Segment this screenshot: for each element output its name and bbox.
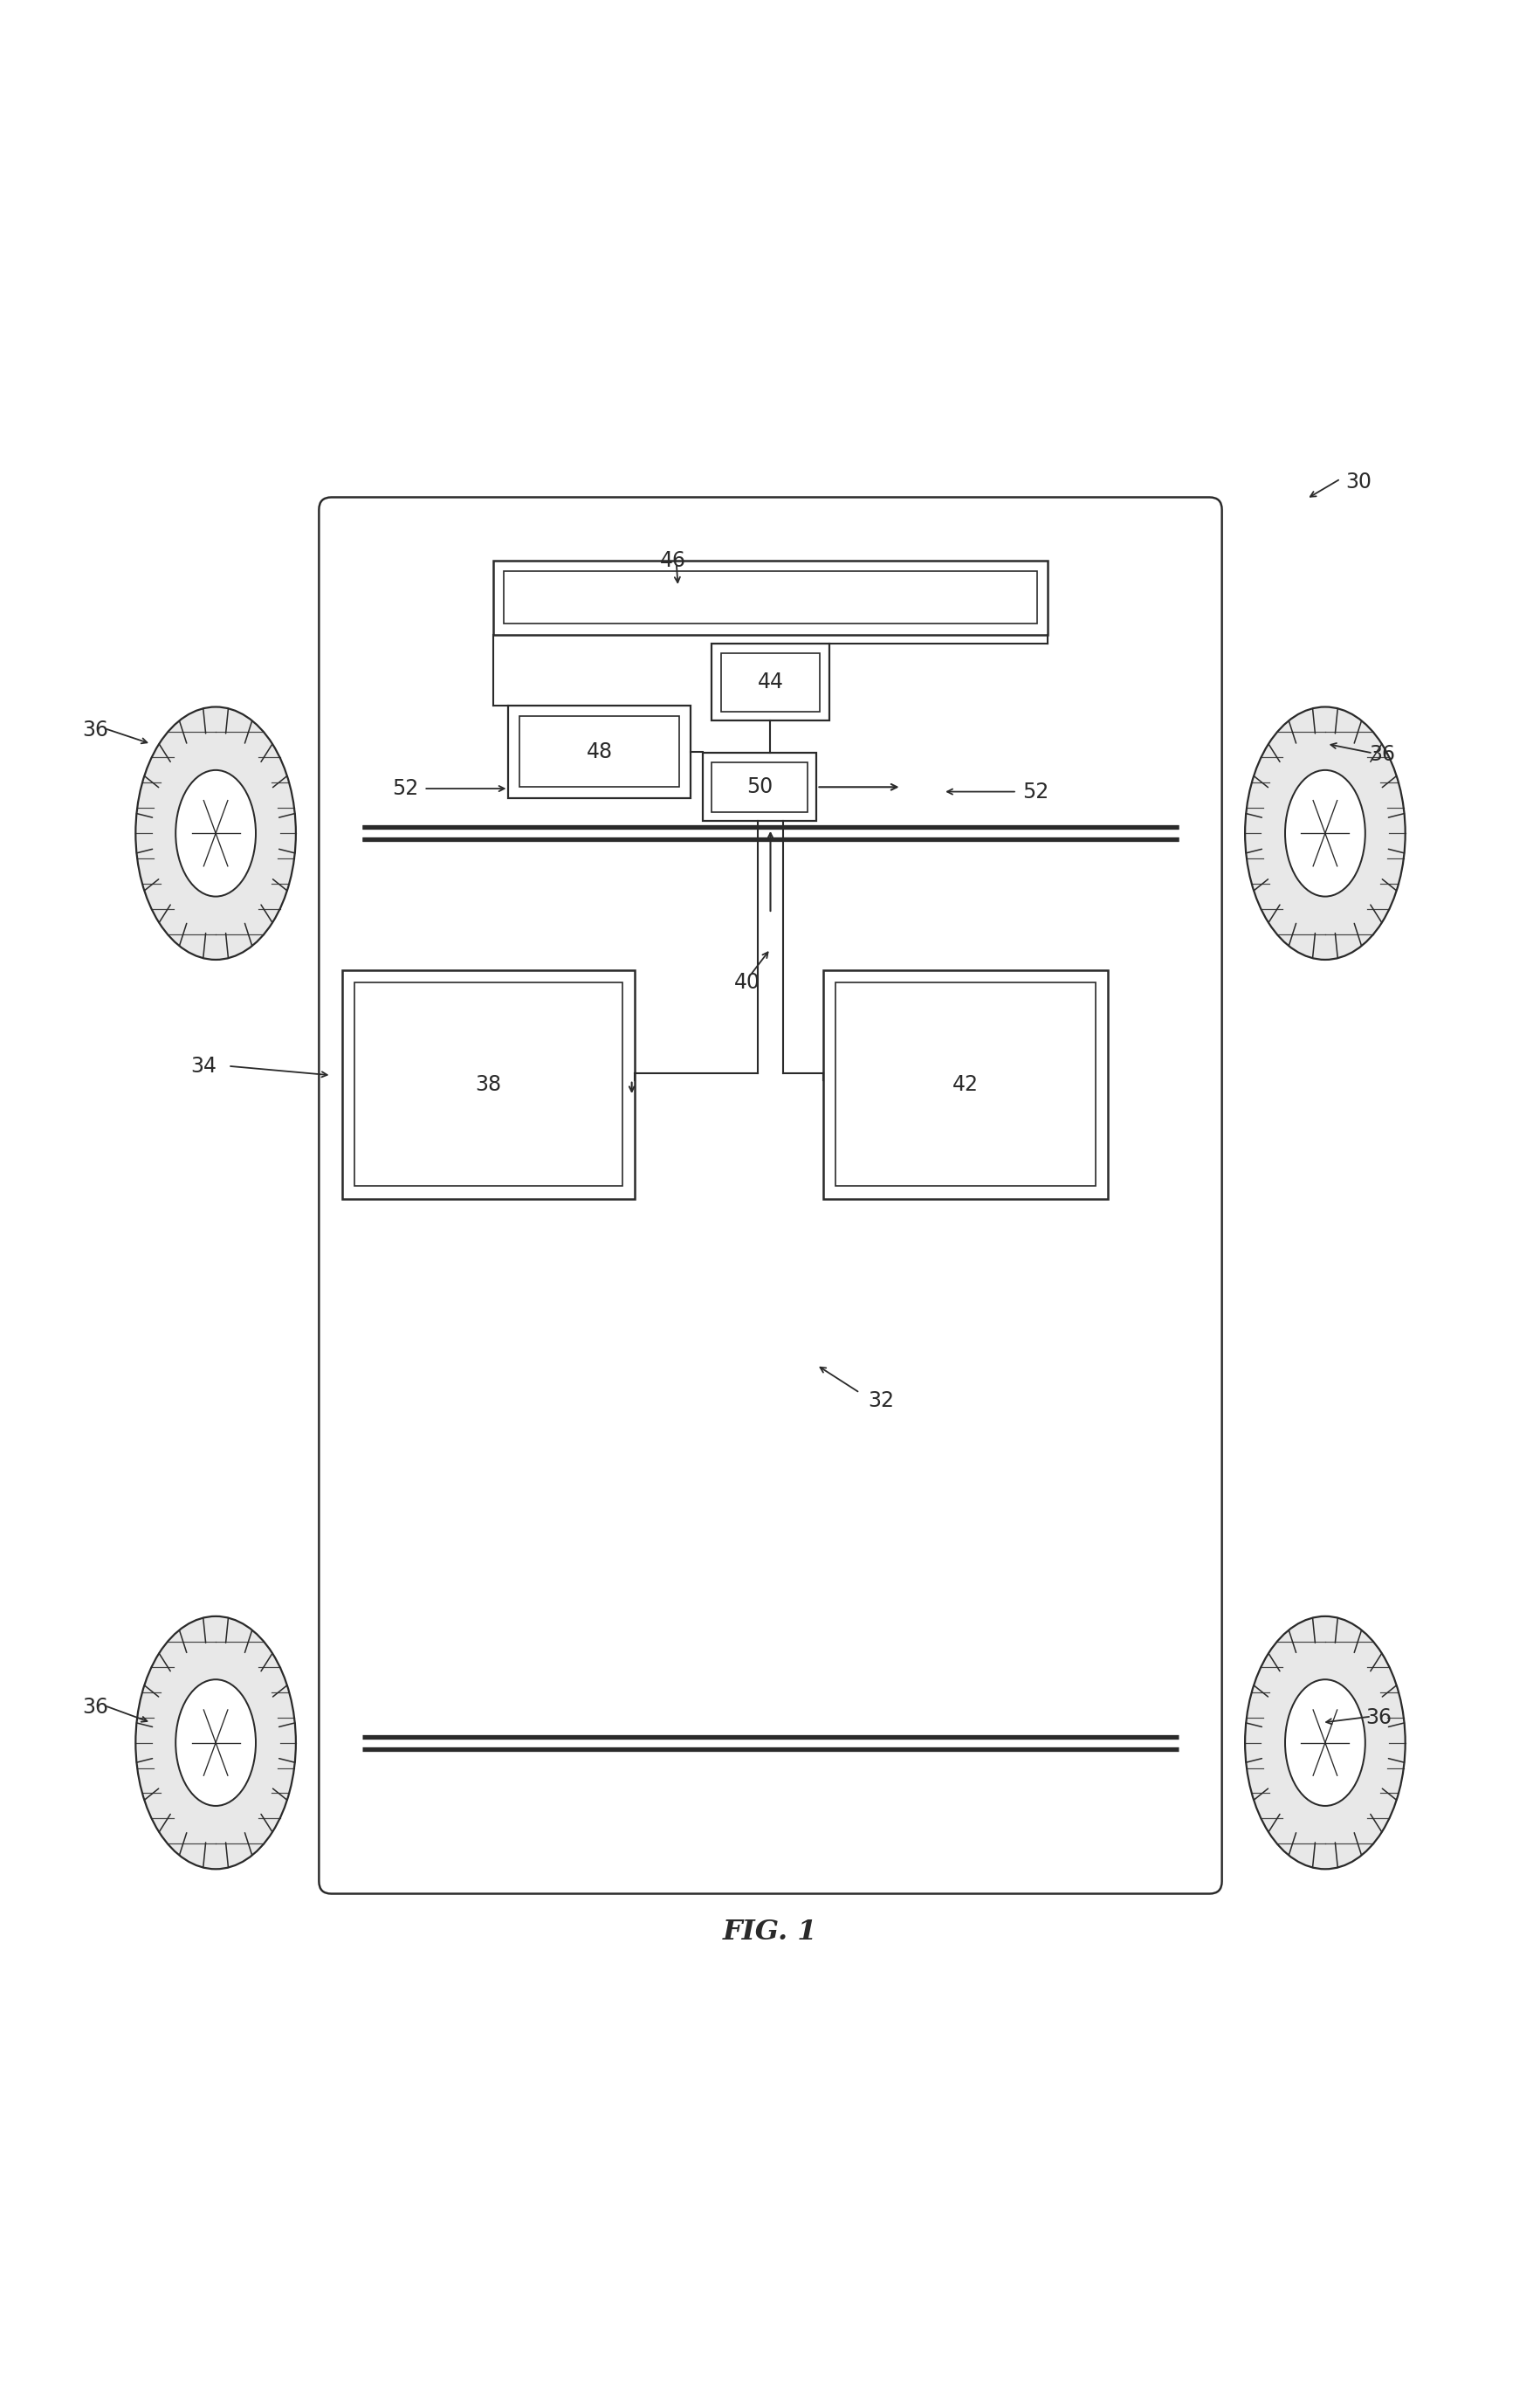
Bar [835,983,1095,1186]
Text: 30: 30 [1346,471,1371,493]
Ellipse shape [136,708,296,959]
Text: 34: 34 [191,1054,216,1076]
Text: 36: 36 [1366,1707,1391,1729]
Text: 52: 52 [391,777,419,799]
FancyBboxPatch shape [319,497,1221,1894]
Text: 36: 36 [1369,744,1394,765]
Text: 46: 46 [661,550,685,571]
Text: 36: 36 [83,1698,108,1717]
Bar [822,971,1107,1198]
Ellipse shape [1244,1616,1404,1870]
Bar [354,983,622,1186]
Ellipse shape [176,770,256,897]
Ellipse shape [176,1678,256,1805]
Text: 36: 36 [83,720,108,741]
Bar [711,763,807,811]
Text: 38: 38 [474,1074,502,1095]
Text: 40: 40 [735,973,759,992]
Ellipse shape [136,1616,296,1870]
Bar [519,717,679,787]
Bar [508,705,690,799]
Ellipse shape [1284,770,1364,897]
Bar [711,643,829,720]
Text: 52: 52 [1021,782,1049,801]
Bar [342,971,634,1198]
Ellipse shape [1244,708,1404,959]
Text: 44: 44 [758,672,782,693]
Text: 42: 42 [952,1074,978,1095]
Text: FIG. 1: FIG. 1 [722,1918,818,1946]
Ellipse shape [1284,1678,1364,1805]
Text: 48: 48 [585,741,613,763]
Text: 32: 32 [869,1389,893,1411]
Text: 50: 50 [745,777,773,799]
Bar [504,571,1036,624]
Bar [702,753,816,820]
Bar [721,653,819,713]
Bar [493,559,1047,634]
